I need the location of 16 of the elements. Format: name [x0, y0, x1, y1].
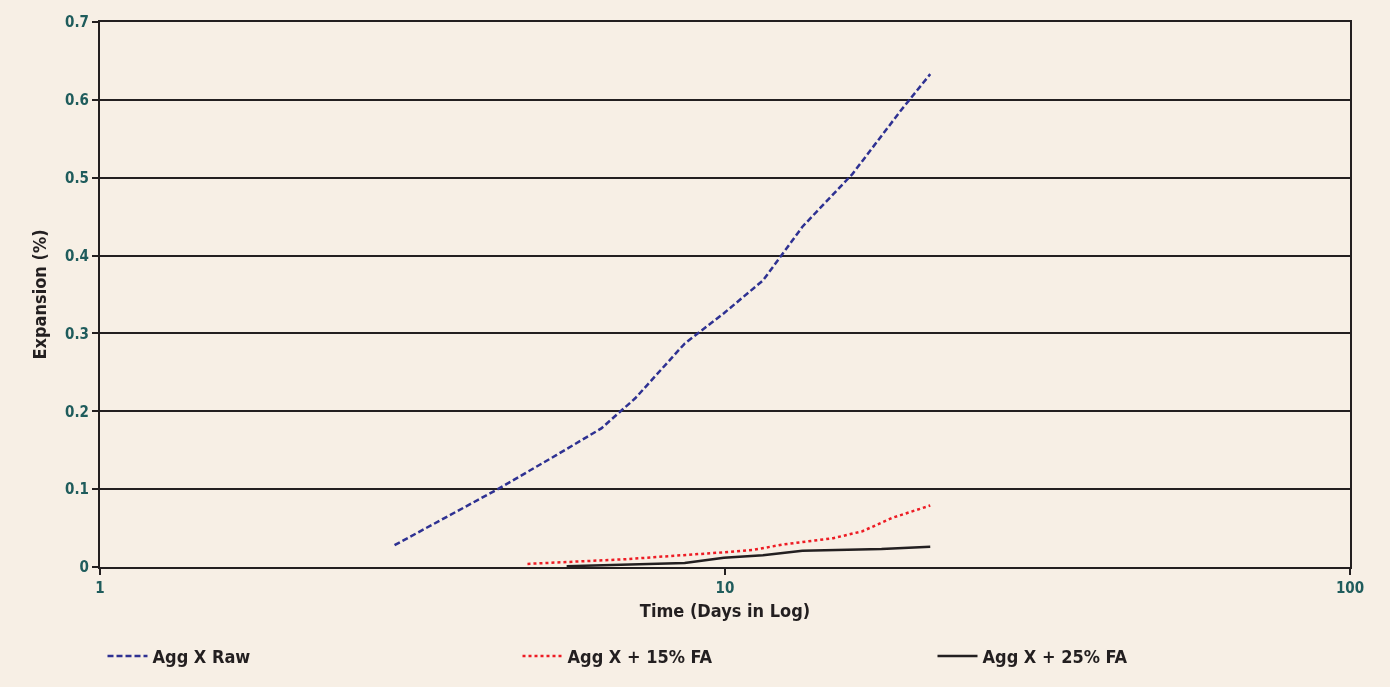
y-tick-label: 0 — [79, 558, 89, 577]
y-tick-label: 0.6 — [65, 91, 89, 110]
legend-label: Agg X Raw — [152, 646, 251, 668]
x-tick-label: 100 — [1335, 579, 1365, 597]
x-axis-title: Time (Days in Log) — [639, 599, 811, 621]
y-axis-title: Expansion (%) — [28, 229, 50, 360]
y-tick-label: 0.4 — [65, 246, 89, 265]
y-tick-label: 0.7 — [65, 13, 89, 32]
y-tick-label: 0.3 — [65, 324, 89, 343]
legend-label: Agg X + 15% FA — [567, 646, 713, 668]
y-tick-label: 0.1 — [65, 480, 89, 499]
legend-label: Agg X + 25% FA — [982, 646, 1128, 668]
y-tick-label: 0.2 — [65, 402, 89, 421]
x-tick-label: 1 — [95, 579, 105, 597]
x-tick-label: 10 — [715, 579, 735, 597]
y-tick-label: 0.5 — [65, 168, 89, 187]
